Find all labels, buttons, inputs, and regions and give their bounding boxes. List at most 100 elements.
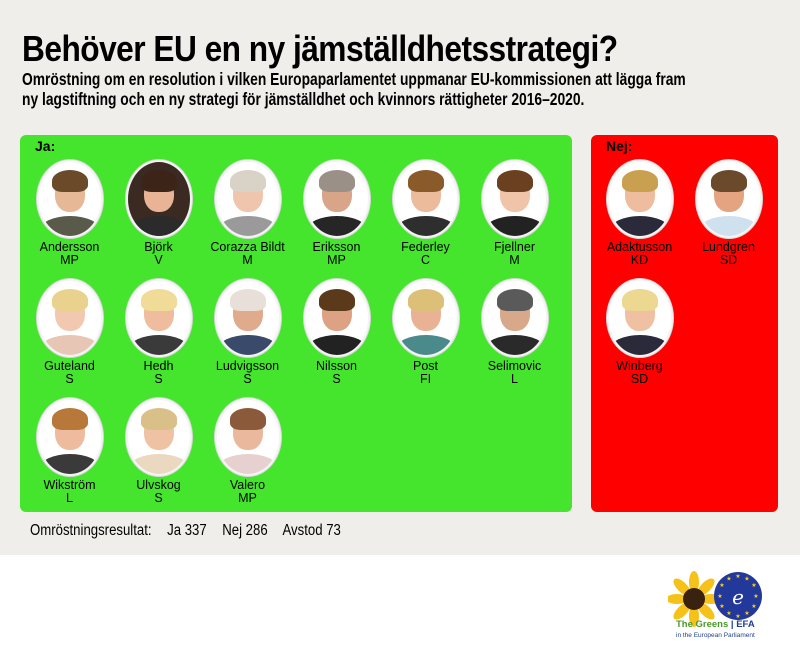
portrait-hair bbox=[710, 170, 747, 192]
mep-card: Eriksson MP bbox=[292, 160, 381, 267]
mep-party: C bbox=[420, 253, 431, 267]
mep-party: FI bbox=[419, 372, 432, 386]
portrait-photo-icon bbox=[214, 279, 281, 357]
logo-greens-text: The Greens bbox=[676, 619, 729, 630]
portrait-photo-icon bbox=[481, 279, 548, 357]
svg-text:★: ★ bbox=[735, 613, 740, 620]
portrait-hair bbox=[229, 170, 266, 192]
mep-card: Hedh S bbox=[114, 279, 203, 386]
results-label: Omröstningsresultat: bbox=[30, 522, 152, 539]
portrait-photo-icon bbox=[606, 279, 673, 357]
mep-party: M bbox=[242, 253, 253, 267]
svg-text:★: ★ bbox=[726, 576, 731, 583]
portrait-shoulders bbox=[128, 335, 189, 355]
logo-separator: | bbox=[728, 619, 737, 630]
portrait-shoulders bbox=[39, 454, 100, 474]
portrait-hair bbox=[229, 289, 266, 311]
mep-card: Selimovic L bbox=[470, 279, 559, 386]
mep-party: V bbox=[154, 253, 163, 267]
mep-card: Andersson MP bbox=[25, 160, 114, 267]
svg-text:★: ★ bbox=[719, 582, 724, 589]
mep-card: Björk V bbox=[114, 160, 203, 267]
portrait-shoulders bbox=[306, 216, 367, 236]
portrait-photo-icon bbox=[606, 160, 673, 238]
mep-party: KD bbox=[630, 253, 649, 267]
mep-name: Wikström bbox=[43, 478, 96, 492]
portrait-shoulders bbox=[128, 454, 189, 474]
portrait-photo-icon bbox=[125, 279, 192, 357]
mep-card: Winberg SD bbox=[595, 279, 684, 386]
mep-name: Adaktusson bbox=[606, 240, 673, 254]
mep-party: S bbox=[154, 491, 163, 505]
mep-party: M bbox=[509, 253, 520, 267]
results-no: Nej 286 bbox=[222, 522, 268, 539]
portrait-shoulders bbox=[217, 216, 278, 236]
logo-name: The Greens | EFA bbox=[676, 619, 755, 630]
page-subtitle: Omröstning om en resolution i vilken Eur… bbox=[22, 69, 733, 109]
mep-party: MP bbox=[60, 253, 79, 267]
portrait-shoulders bbox=[698, 216, 759, 236]
mep-party: L bbox=[66, 491, 73, 505]
mep-name: Ludvigsson bbox=[215, 359, 280, 373]
mep-card: Federley C bbox=[381, 160, 470, 267]
mep-name: Guteland bbox=[44, 359, 95, 373]
mep-card: Lundgren SD bbox=[684, 160, 773, 267]
mep-party: MP bbox=[238, 491, 257, 505]
mep-party: S bbox=[243, 372, 252, 386]
portrait-photo-icon bbox=[125, 398, 192, 476]
mep-name: Nilsson bbox=[316, 359, 357, 373]
svg-text:★: ★ bbox=[735, 573, 740, 580]
portrait-shoulders bbox=[128, 216, 189, 236]
yes-votes-panel: Ja: Andersson MP Björk V Corazza Bildt M Eriks… bbox=[20, 135, 572, 512]
svg-text:★: ★ bbox=[751, 603, 756, 610]
mep-name: Selimovic bbox=[487, 359, 542, 373]
mep-party: SD bbox=[719, 253, 738, 267]
logo-tagline: in the European Parliament bbox=[676, 632, 755, 639]
portrait-photo-icon bbox=[36, 160, 103, 238]
portrait-photo-icon bbox=[125, 160, 192, 238]
svg-text:★: ★ bbox=[717, 593, 722, 600]
subtitle-line-2: ny lagstiftning och en ny strategi för j… bbox=[22, 89, 585, 109]
portrait-shoulders bbox=[609, 335, 670, 355]
mep-card: Nilsson S bbox=[292, 279, 381, 386]
mep-card: Valero MP bbox=[203, 398, 292, 505]
portrait-hair bbox=[51, 408, 88, 430]
vote-results: Omröstningsresultat: Ja 337 Nej 286 Avst… bbox=[30, 522, 353, 540]
greens-efa-logo-icon: ★ ★ ★ ★ ★ ★ ★ ★ ★ ★ ★ ★ e bbox=[668, 571, 762, 627]
portrait-hair bbox=[318, 170, 355, 192]
portrait-hair bbox=[51, 170, 88, 192]
svg-text:★: ★ bbox=[753, 593, 758, 600]
yes-label: Ja: bbox=[35, 138, 56, 154]
mep-name: Hedh bbox=[143, 359, 174, 373]
svg-text:★: ★ bbox=[751, 582, 756, 589]
mep-name: Winberg bbox=[616, 359, 663, 373]
portrait-shoulders bbox=[609, 216, 670, 236]
portrait-photo-icon bbox=[214, 160, 281, 238]
mep-card: Ludvigsson S bbox=[203, 279, 292, 386]
portrait-photo-icon bbox=[695, 160, 762, 238]
portrait-shoulders bbox=[217, 454, 278, 474]
mep-name: Fjellner bbox=[494, 240, 535, 254]
portrait-shoulders bbox=[39, 335, 100, 355]
mep-card: Post FI bbox=[381, 279, 470, 386]
portrait-hair bbox=[318, 289, 355, 311]
portrait-hair bbox=[496, 170, 533, 192]
portrait-photo-icon bbox=[36, 398, 103, 476]
portrait-hair bbox=[407, 170, 444, 192]
portrait-shoulders bbox=[484, 335, 545, 355]
portrait-photo-icon bbox=[392, 160, 459, 238]
portrait-shoulders bbox=[395, 335, 456, 355]
mep-card: Corazza Bildt M bbox=[203, 160, 292, 267]
mep-party: S bbox=[332, 372, 341, 386]
portrait-photo-icon bbox=[303, 160, 370, 238]
mep-party: SD bbox=[630, 372, 649, 386]
mep-name: Federley bbox=[401, 240, 450, 254]
portrait-shoulders bbox=[484, 216, 545, 236]
portrait-hair bbox=[496, 289, 533, 311]
portrait-hair bbox=[229, 408, 266, 430]
subtitle-line-1: Omröstning om en resolution i vilken Eur… bbox=[22, 69, 686, 89]
mep-name: Lundgren bbox=[702, 240, 755, 254]
portrait-shoulders bbox=[39, 216, 100, 236]
mep-name: Eriksson bbox=[312, 240, 361, 254]
mep-card: Guteland S bbox=[25, 279, 114, 386]
